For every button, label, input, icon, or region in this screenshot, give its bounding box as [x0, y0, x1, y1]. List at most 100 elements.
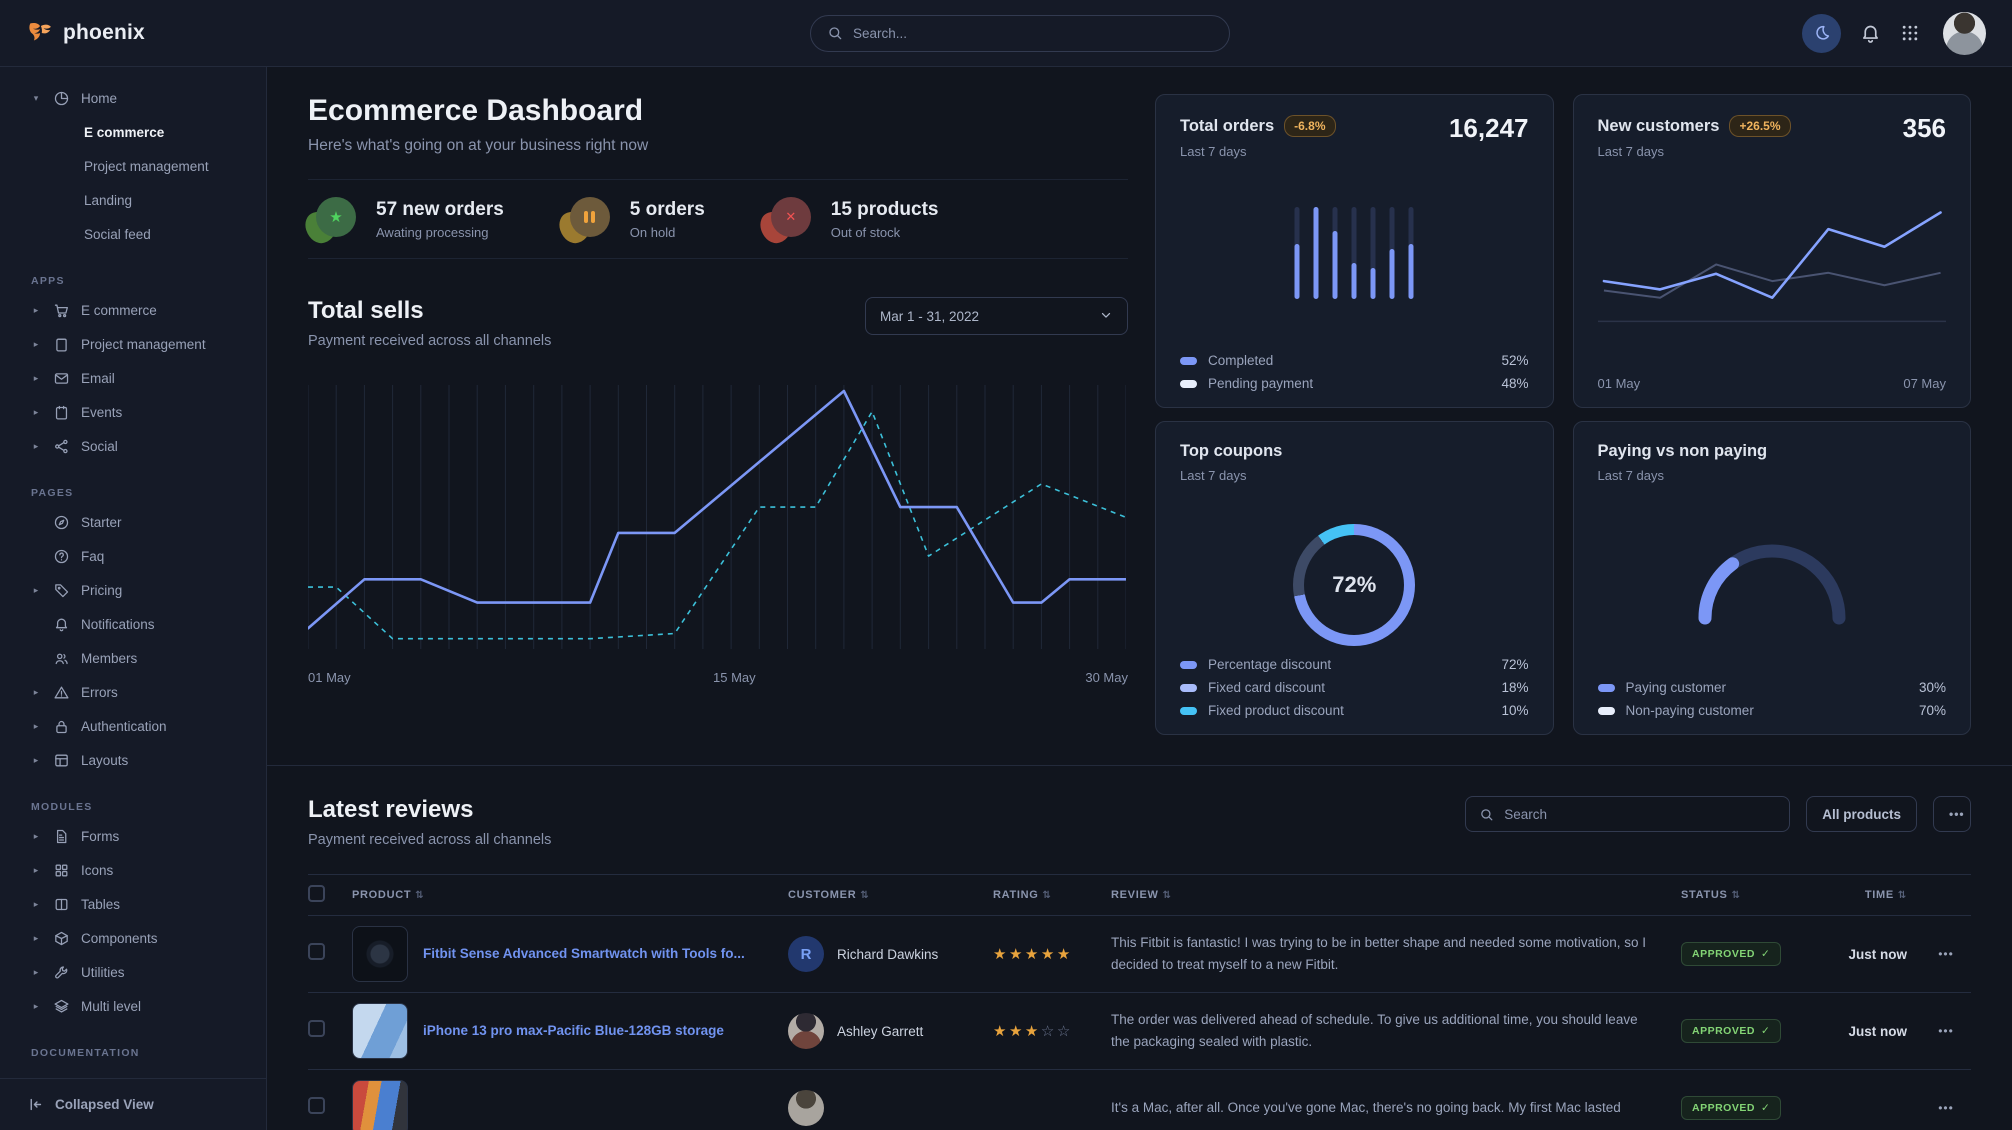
sidebar-item-home[interactable]: ▾ Home — [0, 81, 266, 115]
sidebar-item-tables[interactable]: ▸ Tables — [0, 887, 266, 921]
sort-icon: ⇅ — [1731, 890, 1741, 901]
row-checkbox[interactable] — [308, 1097, 325, 1114]
col-rating[interactable]: RATING ⇅ — [993, 889, 1052, 901]
sidebar-item-utilities[interactable]: ▸ Utilities — [0, 955, 266, 989]
theme-toggle-button[interactable] — [1802, 13, 1841, 53]
sidebar-item-label: Layouts — [81, 752, 129, 768]
sidebar-item-pricing[interactable]: ▸ Pricing — [0, 573, 266, 607]
latest-reviews-subtitle: Payment received across all channels — [308, 832, 552, 848]
sidebar-item-icons[interactable]: ▸ Icons — [0, 853, 266, 887]
customer-avatar — [788, 1090, 824, 1126]
time-value: Just now — [1848, 946, 1907, 962]
card-period: Last 7 days — [1597, 144, 1665, 159]
legend-fixed-product-discount: Fixed product discount 10% — [1180, 703, 1529, 718]
reviews-search-input[interactable] — [1504, 806, 1777, 822]
col-status[interactable]: STATUS ⇅ — [1681, 889, 1741, 901]
donut-center-label: 72% — [1332, 572, 1377, 597]
sidebar-item-members[interactable]: Members — [0, 641, 266, 675]
sidebar-item-authentication[interactable]: ▸ Authentication — [0, 709, 266, 743]
col-product[interactable]: PRODUCT ⇅ — [352, 889, 425, 901]
product-link[interactable]: Fitbit Sense Advanced Smartwatch with To… — [423, 945, 745, 961]
sidebar-item-project-management-home[interactable]: Project management — [0, 149, 266, 183]
row-more-button[interactable]: ••• — [1938, 947, 1954, 961]
sidebar-item-label: Email — [81, 370, 115, 386]
tick-01-may: 01 May — [308, 670, 351, 685]
sidebar-item-faq[interactable]: Faq — [0, 539, 266, 573]
sidebar-item-label: Social feed — [84, 226, 151, 242]
sidebar-item-label: Icons — [81, 862, 114, 878]
reviews-search[interactable] — [1465, 796, 1791, 832]
notifications-button[interactable] — [1860, 23, 1881, 44]
chevron-right-icon: ▸ — [33, 686, 39, 697]
sidebar-item-starter[interactable]: Starter — [0, 505, 266, 539]
all-products-button[interactable]: All products — [1806, 796, 1917, 832]
user-avatar[interactable] — [1943, 11, 1986, 55]
stat-value: 15 products — [830, 198, 939, 220]
sidebar-item-social[interactable]: ▸ Social — [0, 429, 266, 463]
sidebar-item-layouts[interactable]: ▸ Layouts — [0, 743, 266, 777]
sidebar-section-apps: APPS — [31, 275, 65, 287]
brand[interactable]: phoenix — [26, 19, 145, 47]
sidebar-item-notifications[interactable]: Notifications — [0, 607, 266, 641]
sidebar-section-modules: MODULES — [31, 801, 93, 813]
search-icon — [827, 25, 843, 41]
more-options-button[interactable]: ••• — [1933, 796, 1971, 832]
search-input[interactable] — [853, 25, 1213, 41]
total-sells-title: Total sells — [308, 297, 424, 324]
sort-icon: ⇅ — [1042, 890, 1052, 901]
stat-new-orders: ★ 57 new orders Awating processing — [301, 197, 504, 247]
row-checkbox[interactable] — [308, 943, 325, 960]
row-more-button[interactable]: ••• — [1938, 1024, 1954, 1038]
chevron-right-icon: ▸ — [33, 304, 39, 315]
sidebar-section-documentation: DOCUMENTATION — [31, 1047, 140, 1059]
collapse-sidebar-button[interactable]: Collapsed View — [0, 1078, 266, 1130]
customer-avatar: R — [788, 936, 824, 972]
select-all-checkbox[interactable] — [308, 885, 325, 902]
new-customers-value: 356 — [1902, 113, 1946, 143]
sidebar-item-email[interactable]: ▸ Email — [0, 361, 266, 395]
global-search[interactable] — [810, 14, 1230, 52]
sidebar-item-ecommerce-app[interactable]: ▸ E commerce — [0, 293, 266, 327]
legend-swatch — [1180, 379, 1197, 388]
sidebar-item-landing[interactable]: Landing — [0, 183, 266, 217]
grid-icon — [55, 864, 68, 876]
sidebar-item-events[interactable]: ▸ Events — [0, 395, 266, 429]
legend-pending-payment: Pending payment 48% — [1180, 376, 1529, 391]
mail-icon — [54, 372, 69, 384]
table-row: Fitbit Sense Advanced Smartwatch with To… — [308, 916, 1971, 993]
sidebar-item-components[interactable]: ▸ Components — [0, 921, 266, 955]
card-title: New customers — [1597, 116, 1720, 135]
legend-paying-customer: Paying customer 30% — [1597, 680, 1946, 695]
row-checkbox[interactable] — [308, 1020, 325, 1037]
chevron-right-icon: ▸ — [33, 898, 39, 909]
sidebar-item-project-management-app[interactable]: ▸ Project management — [0, 327, 266, 361]
date-range-select[interactable]: Mar 1 - 31, 2022 — [865, 297, 1128, 335]
col-review[interactable]: REVIEW ⇅ — [1111, 889, 1172, 901]
status-badge: APPROVED ✓ — [1681, 942, 1782, 966]
product-link[interactable]: iPhone 13 pro max-Pacific Blue-128GB sto… — [423, 1022, 724, 1038]
sort-icon: ⇅ — [1897, 890, 1907, 901]
card-title: Total orders — [1180, 116, 1275, 135]
sidebar-item-label: Notifications — [81, 616, 155, 632]
sidebar-item-label: Utilities — [81, 964, 125, 980]
row-more-button[interactable]: ••• — [1938, 1101, 1954, 1115]
sidebar-item-social-feed[interactable]: Social feed — [0, 217, 266, 251]
review-text: The order was delivered ahead of schedul… — [1111, 1012, 1638, 1049]
sidebar-item-label: Multi level — [81, 998, 142, 1014]
layout-icon — [55, 754, 68, 766]
sidebar-item-errors[interactable]: ▸ Errors — [0, 675, 266, 709]
review-text: It's a Mac, after all. Once you've gone … — [1111, 1100, 1621, 1116]
sidebar-item-ecommerce-home[interactable]: E commerce — [0, 115, 266, 149]
phoenix-logo-icon — [26, 19, 54, 47]
page-title: Ecommerce Dashboard — [308, 94, 644, 127]
chevron-right-icon: ▸ — [33, 720, 39, 731]
table-row: iPhone 13 pro max-Pacific Blue-128GB sto… — [308, 993, 1971, 1070]
stat-orders-on-hold: 5 orders On hold — [555, 197, 705, 247]
table-row: It's a Mac, after all. Once you've gone … — [308, 1070, 1971, 1130]
sidebar-item-label: Errors — [81, 684, 118, 700]
sidebar-item-forms[interactable]: ▸ Forms — [0, 819, 266, 853]
apps-grid-button[interactable] — [1900, 23, 1920, 43]
sidebar-item-multi-level[interactable]: ▸ Multi level — [0, 989, 266, 1023]
col-customer[interactable]: CUSTOMER ⇅ — [788, 889, 870, 901]
col-time[interactable]: TIME ⇅ — [1864, 889, 1907, 901]
